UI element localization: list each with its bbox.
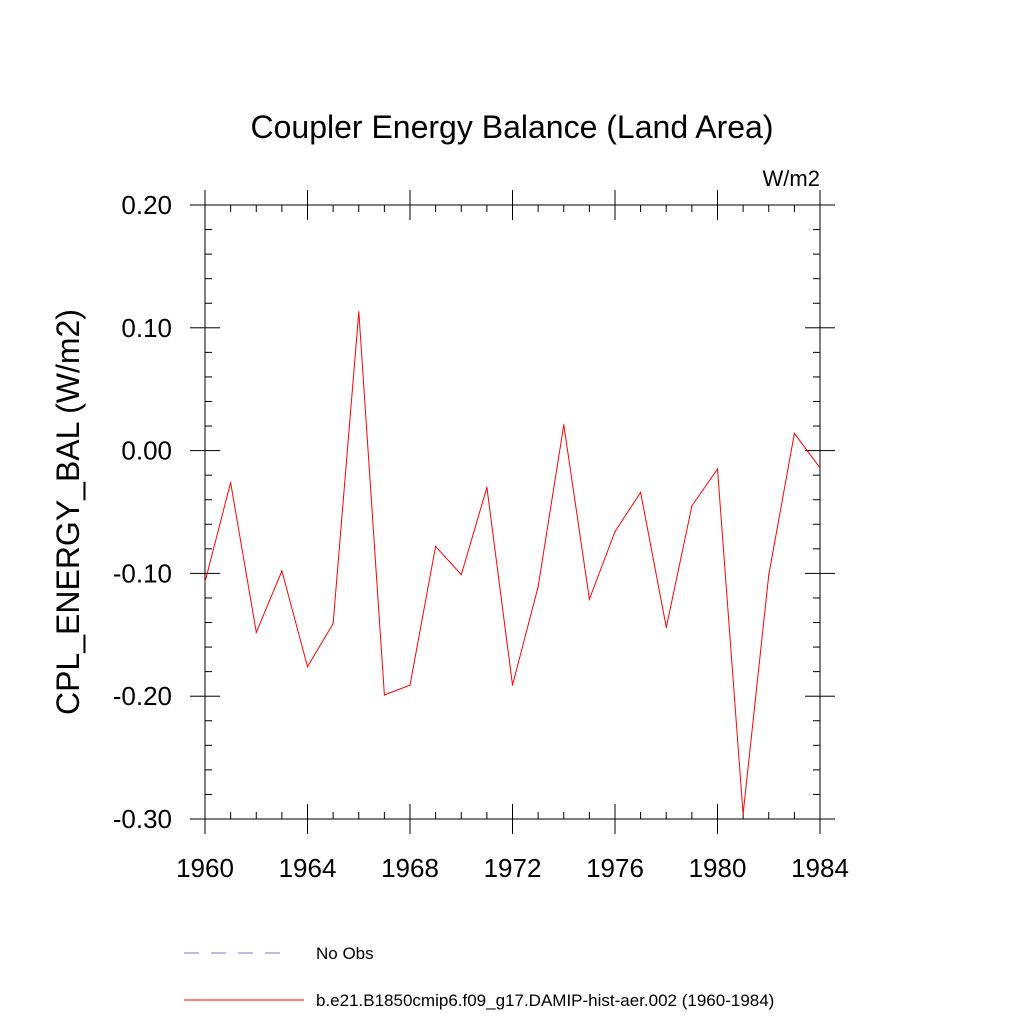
data-point <box>435 545 437 547</box>
y-tick-label: -0.20 <box>113 681 172 711</box>
data-point <box>281 570 283 572</box>
data-point <box>383 694 385 696</box>
chart-title: Coupler Energy Balance (Land Area) <box>251 109 774 145</box>
data-point <box>819 467 821 469</box>
data-point <box>563 424 565 426</box>
x-tick-label: 1976 <box>586 853 644 883</box>
series-line <box>204 311 821 815</box>
data-point <box>537 586 539 588</box>
y-tick-label: -0.30 <box>113 804 172 834</box>
data-point <box>306 666 309 668</box>
y-tick-label: 0.20 <box>121 190 172 220</box>
legend-label-series: b.e21.B1850cmip6.f09_g17.DAMIP-hist-aer.… <box>316 991 774 1010</box>
data-point <box>332 623 334 625</box>
y-tick-label: 0.00 <box>121 436 172 466</box>
data-point <box>588 598 590 600</box>
x-tick-label: 1960 <box>176 853 234 883</box>
data-point <box>486 486 488 489</box>
data-point <box>793 432 795 435</box>
series-layer <box>204 311 821 815</box>
legend-label-no-obs: No Obs <box>316 944 374 963</box>
data-point <box>742 813 744 815</box>
data-point <box>230 481 232 484</box>
data-point <box>255 631 257 633</box>
y-tick-label: 0.10 <box>121 313 172 343</box>
data-point <box>640 491 642 493</box>
x-tick-label: 1980 <box>689 853 747 883</box>
plot-frame <box>204 204 821 820</box>
y-axis-ticks: -0.30 -0.20 -0.10 0.00 0.10 0.20 <box>113 190 835 834</box>
data-point <box>614 531 616 533</box>
data-point <box>716 468 719 470</box>
legend: No Obs b.e21.B1850cmip6.f09_g17.DAMIP-hi… <box>184 944 774 1010</box>
data-point <box>204 581 206 583</box>
y-axis-label: CPL_ENERGY_BAL (W/m2) <box>50 309 86 715</box>
data-point <box>409 684 411 686</box>
data-point <box>665 626 667 629</box>
data-point <box>358 311 360 313</box>
y-tick-label: -0.10 <box>113 558 172 588</box>
data-point <box>460 574 462 576</box>
x-tick-label: 1972 <box>484 853 542 883</box>
x-tick-label: 1984 <box>791 853 849 883</box>
x-tick-label: 1968 <box>381 853 439 883</box>
data-point <box>511 684 514 686</box>
units-label: W/m2 <box>763 166 820 191</box>
x-axis-ticks: 1960 1964 1968 1972 1976 1980 1984 <box>176 190 849 883</box>
x-tick-label: 1964 <box>279 853 337 883</box>
data-point <box>768 574 770 576</box>
data-point <box>691 505 693 507</box>
